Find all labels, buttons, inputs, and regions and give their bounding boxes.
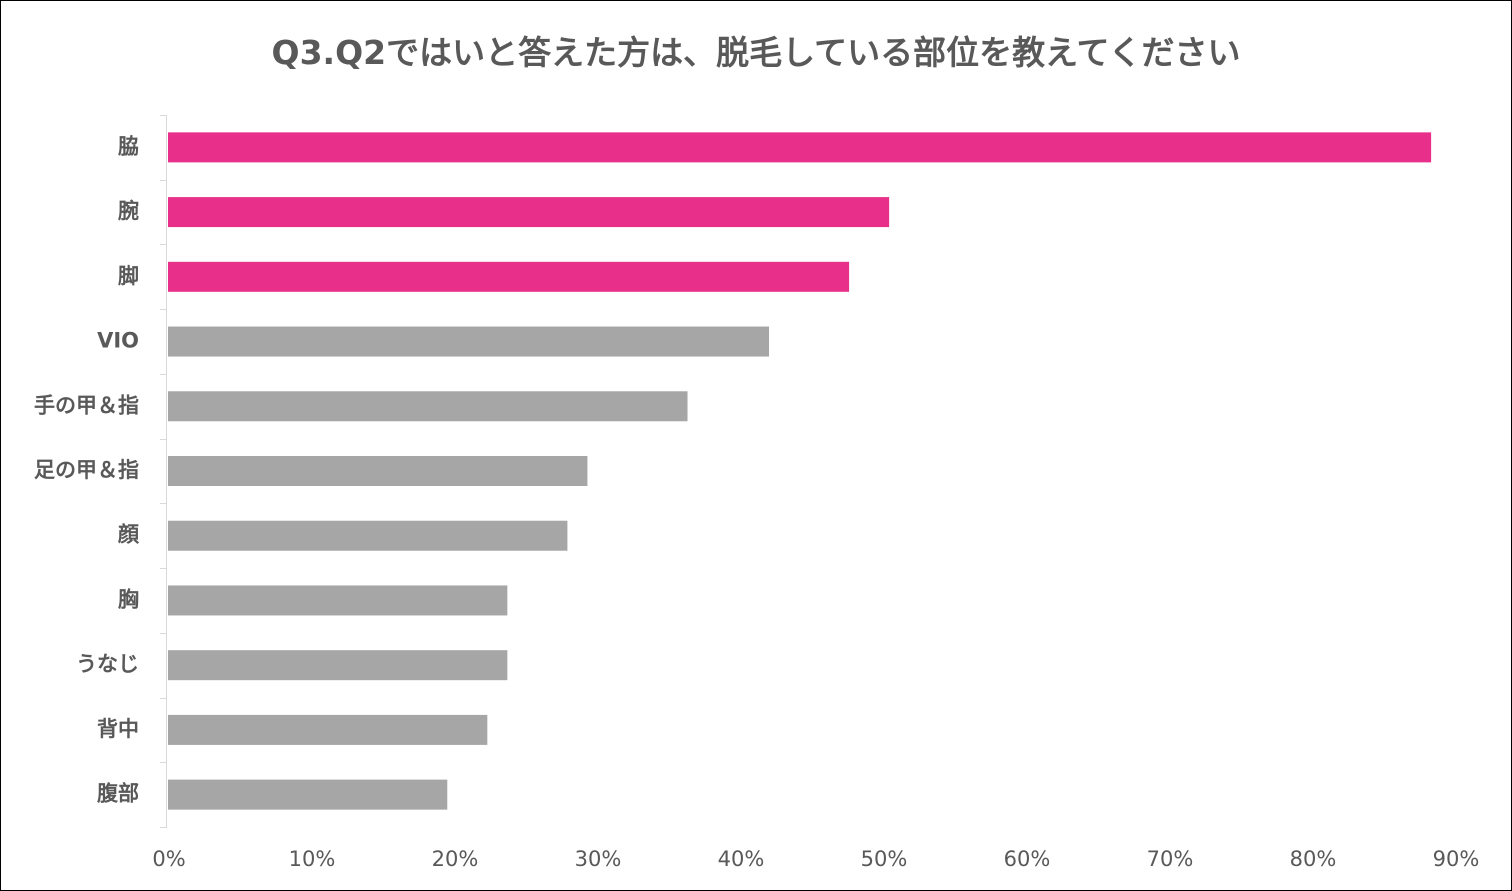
bar-5: [168, 456, 588, 486]
bar-1: [168, 197, 890, 228]
bar-6: [168, 520, 568, 551]
category-label: 顔: [117, 523, 140, 547]
x-tick-label: 70%: [1147, 847, 1194, 871]
category-label: 腕: [118, 199, 139, 223]
x-tick-label: 50%: [861, 847, 908, 871]
category-label: 脇: [118, 134, 139, 158]
x-tick-label: 60%: [1004, 847, 1051, 871]
bar-2: [168, 261, 850, 292]
x-tick-label: 90%: [1433, 847, 1480, 871]
category-label: うなじ: [76, 652, 139, 676]
bar-9: [168, 714, 488, 745]
category-label: 足の甲＆指: [34, 458, 139, 482]
chart-title: Q3.Q2ではいと答えた方は、脱毛している部位を教えてください: [271, 33, 1241, 72]
category-label: 腹部: [97, 782, 139, 806]
x-tick-label: 40%: [718, 847, 765, 871]
category-label: 手の甲＆指: [34, 393, 139, 417]
category-label: 背中: [97, 717, 139, 741]
bar-0: [168, 132, 1432, 163]
bar-4: [168, 391, 688, 422]
x-tick-label: 0%: [152, 847, 185, 871]
x-tick-label: 10%: [289, 847, 336, 871]
x-tick-label: 20%: [432, 847, 479, 871]
bar-10: [168, 779, 448, 810]
category-label: VIO: [97, 329, 139, 353]
bar-3: [168, 326, 770, 357]
x-tick-label: 80%: [1290, 847, 1337, 871]
bar-7: [168, 585, 508, 616]
x-tick-label: 30%: [575, 847, 622, 871]
bar-8: [168, 650, 508, 681]
category-label: 胸: [118, 587, 139, 611]
category-label: 脚: [118, 264, 139, 288]
